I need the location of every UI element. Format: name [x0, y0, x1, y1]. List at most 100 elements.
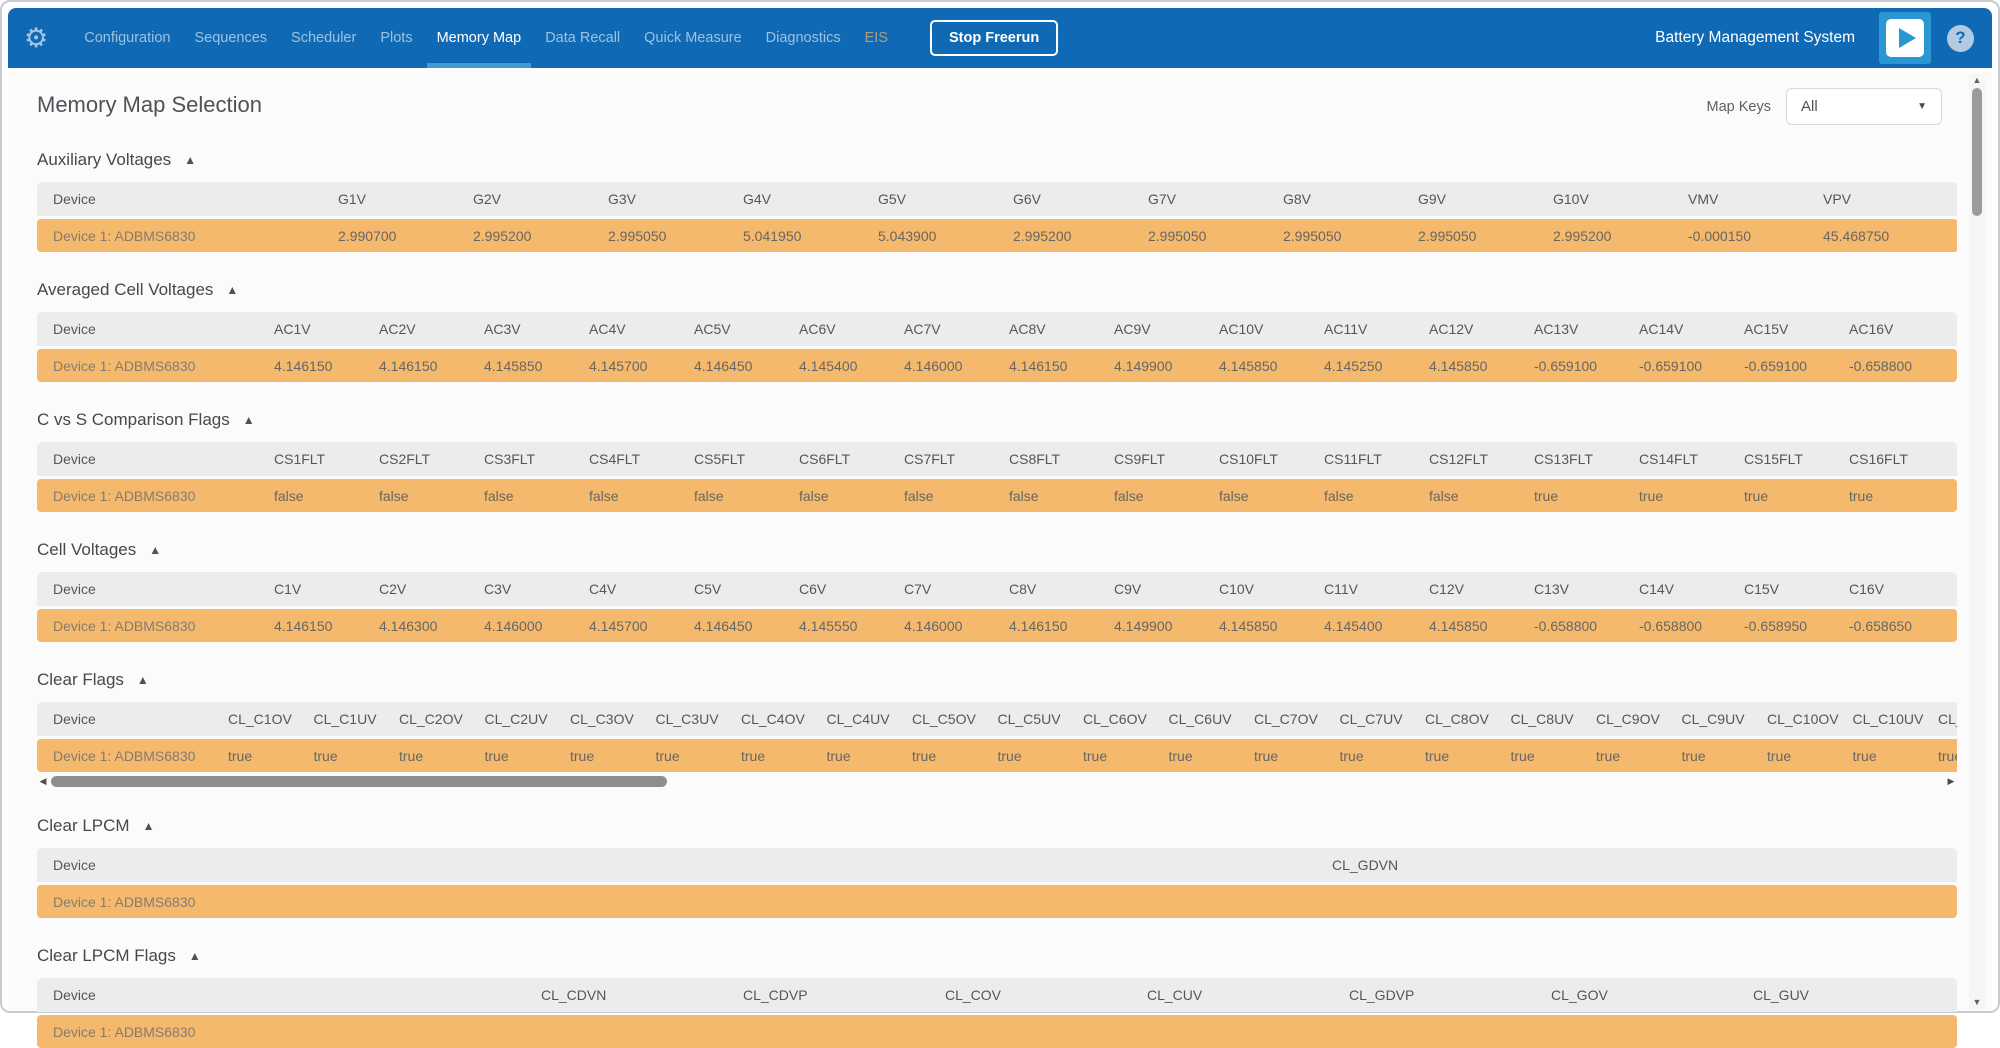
table-row[interactable]: Device 1: ADBMS6830 [37, 885, 1957, 918]
column-header: CL_GDVN [1332, 857, 1399, 873]
horizontal-scrollbar-track[interactable] [49, 776, 1945, 787]
gear-icon[interactable]: ⚙ [24, 22, 49, 53]
section-title-row: Cell Voltages ▲ [37, 539, 1942, 561]
collapse-up-icon[interactable]: ▲ [184, 153, 197, 167]
value-cell: true [1083, 747, 1108, 764]
column-header: AC1V [274, 321, 311, 337]
column-header-device: Device [53, 321, 96, 337]
nav-tab-scheduler[interactable]: Scheduler [291, 30, 357, 46]
play-button[interactable] [1879, 12, 1931, 64]
horizontal-scrollbar-thumb[interactable] [51, 776, 668, 787]
scroll-right-icon[interactable]: ▶ [1947, 776, 1955, 786]
device-cell: Device 1: ADBMS6830 [53, 227, 196, 244]
value-cell: false [694, 487, 724, 504]
table-row[interactable]: Device 1: ADBMS6830 true true true true true t… [37, 739, 1957, 772]
value-cell: true [1849, 487, 1874, 504]
column-header: AC8V [1009, 321, 1046, 337]
map-keys-label: Map Keys [1706, 98, 1771, 115]
table-row[interactable]: Device 1: ADBMS6830 false false false false f… [37, 479, 1957, 512]
column-header: AC11V [1324, 321, 1368, 337]
value-cell: 4.146450 [694, 357, 753, 374]
column-header-device: Device [53, 581, 96, 597]
map-keys-control: Map Keys All ▼ [1707, 88, 1942, 125]
column-header: CL_CDVN [541, 987, 607, 1003]
section-title-row: C vs S Comparison Flags ▲ [37, 409, 1942, 431]
column-header: G1V [338, 191, 367, 207]
column-header: CS6FLT [799, 451, 851, 467]
column-header: AC13V [1534, 321, 1579, 337]
value-cell: 4.145850 [1429, 617, 1488, 634]
data-table: Device AC1V AC2V AC3V AC4V AC5V AC6V AC7V AC8V AC… [37, 312, 1957, 382]
table-row[interactable]: Device 1: ADBMS6830 [37, 1015, 1957, 1048]
column-header: C14V [1639, 581, 1675, 597]
collapse-up-icon[interactable]: ▲ [242, 413, 255, 427]
value-cell: -0.658950 [1744, 617, 1808, 634]
collapse-up-icon[interactable]: ▲ [226, 283, 239, 297]
horizontal-scrollbar[interactable]: ◀ ▶ [37, 775, 1957, 788]
stop-freerun-button[interactable]: Stop Freerun [929, 20, 1059, 56]
section-title-row: Clear LPCM Flags ▲ [37, 945, 1942, 967]
collapse-up-icon[interactable]: ▲ [142, 819, 155, 833]
value-cell: false [904, 487, 934, 504]
column-header: CS5FLT [694, 451, 746, 467]
nav-tab-memory-map[interactable]: Memory Map [425, 8, 534, 68]
vertical-scrollbar-thumb[interactable] [1972, 88, 1982, 216]
nav-tab-eis[interactable]: EIS [864, 30, 888, 46]
column-header: AC14V [1639, 321, 1684, 337]
help-icon[interactable]: ? [1947, 24, 1974, 52]
column-header: G8V [1283, 191, 1312, 207]
nav-tab-diagnostics[interactable]: Diagnostics [765, 30, 841, 46]
section-title: Clear LPCM [37, 816, 130, 835]
value-cell: false [379, 487, 409, 504]
column-header: G2V [473, 191, 502, 207]
map-keys-dropdown[interactable]: All ▼ [1786, 88, 1942, 125]
nav-tab-plots[interactable]: Plots [380, 30, 413, 46]
column-header: VMV [1688, 191, 1719, 207]
value-cell: 4.146000 [484, 617, 543, 634]
table-row[interactable]: Device 1: ADBMS6830 2.990700 2.995200 2.995… [37, 219, 1957, 252]
value-cell: 2.995200 [473, 227, 532, 244]
table-header-row: Device AC1V AC2V AC3V AC4V AC5V AC6V AC7V AC8V AC… [37, 312, 1957, 346]
table-row[interactable]: Device 1: ADBMS6830 4.146150 4.146300 4.146… [37, 609, 1957, 642]
nav-tab-data-recall[interactable]: Data Recall [545, 30, 621, 46]
value-cell: -0.000150 [1688, 227, 1752, 244]
column-header: CL_GOV [1551, 987, 1608, 1003]
column-header: CS2FLT [379, 451, 431, 467]
column-header: C3V [484, 581, 512, 597]
value-cell: true [1744, 487, 1769, 504]
value-cell: 4.146150 [274, 617, 333, 634]
table-header-row: Device CL_CDVN CL_CDVP CL_COV CL_CUV CL_GDVP C… [37, 978, 1957, 1012]
column-header: G6V [1013, 191, 1042, 207]
value-cell: 4.145400 [1324, 617, 1383, 634]
nav-tab-sequences[interactable]: Sequences [194, 30, 268, 46]
column-header: CL_C4OV [741, 711, 805, 727]
column-header: CL_C9UV [1681, 711, 1745, 727]
table-row[interactable]: Device 1: ADBMS6830 4.146150 4.146150 4.145… [37, 349, 1957, 382]
column-header: AC10V [1219, 321, 1264, 337]
scroll-left-icon[interactable]: ◀ [39, 776, 47, 786]
column-header: G10V [1553, 191, 1589, 207]
value-cell: 4.145850 [1429, 357, 1488, 374]
value-cell: true [1596, 747, 1621, 764]
value-cell: true [228, 747, 253, 764]
collapse-up-icon[interactable]: ▲ [188, 949, 201, 963]
column-header: CL_C7UV [1339, 711, 1403, 727]
data-table: Device CL_C1OV CL_C1UV CL_C2OV CL_C2UV CL_C3O… [37, 702, 1957, 772]
scroll-down-icon[interactable]: ▼ [1972, 997, 1982, 1007]
scroll-up-icon[interactable]: ▲ [1972, 75, 1982, 85]
play-icon [1886, 19, 1924, 57]
section-title: Clear LPCM Flags [37, 946, 176, 965]
column-header: CS15FLT [1744, 451, 1803, 467]
nav-tab-configuration[interactable]: Configuration [84, 30, 171, 46]
vertical-scrollbar[interactable]: ▲ ▼ [1969, 74, 1985, 1009]
nav-tab-quick-measure[interactable]: Quick Measure [644, 30, 742, 46]
value-cell: true [1254, 747, 1279, 764]
value-cell: true [997, 747, 1022, 764]
value-cell: 4.145850 [1219, 617, 1278, 634]
value-cell: 4.146300 [379, 617, 438, 634]
collapse-up-icon[interactable]: ▲ [149, 543, 162, 557]
value-cell: true [826, 747, 851, 764]
table-header-row: Device CS1FLT CS2FLT CS3FLT CS4FLT CS5FLT CS6F… [37, 442, 1957, 476]
column-header: G5V [878, 191, 907, 207]
collapse-up-icon[interactable]: ▲ [136, 673, 149, 687]
